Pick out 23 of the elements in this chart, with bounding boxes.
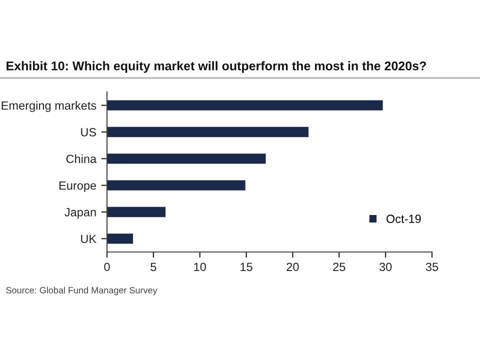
y-tick-label: US <box>81 128 96 136</box>
y-tick-label: Europe <box>59 181 96 192</box>
bar <box>107 206 166 218</box>
y-tick-label: Emerging markets <box>2 101 96 112</box>
chart-title: Exhibit 10: Which equity market will outperform the most in the 2020s? <box>6 61 426 73</box>
x-tick-label: 30 <box>379 262 392 272</box>
x-tick-label: 0 <box>104 262 110 272</box>
x-tick-label: 15 <box>240 262 252 272</box>
y-tick-label: China <box>66 154 97 164</box>
bar <box>107 180 246 190</box>
x-tick-label: 10 <box>194 262 206 272</box>
y-tick-label: Japan <box>64 208 96 219</box>
bar <box>107 234 133 244</box>
x-tick-label: 35 <box>426 262 438 272</box>
x-tick-label: 20 <box>286 262 299 272</box>
x-tick-label: 5 <box>150 262 156 272</box>
bar <box>107 126 308 138</box>
bar <box>107 100 383 110</box>
legend-label: Oct-19 <box>386 214 421 224</box>
source-note: Source: Global Fund Manager Survey <box>6 286 158 296</box>
x-tick-label: 25 <box>333 262 346 272</box>
bar <box>107 154 266 164</box>
y-tick-label: UK <box>81 234 96 244</box>
